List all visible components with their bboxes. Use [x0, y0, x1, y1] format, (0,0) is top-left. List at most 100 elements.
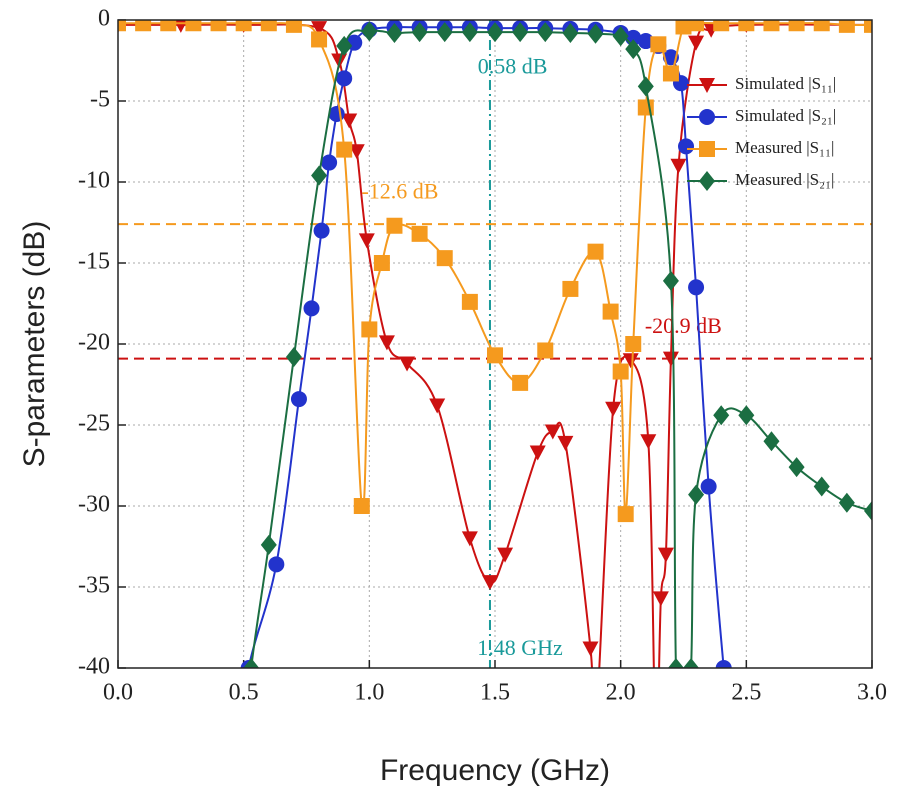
- marker: [557, 435, 574, 451]
- marker: [321, 154, 338, 171]
- marker: [341, 113, 358, 129]
- marker: [512, 22, 529, 43]
- marker: [461, 531, 478, 547]
- marker: [537, 342, 554, 359]
- marker: [361, 321, 378, 338]
- marker: [285, 346, 302, 367]
- marker: [512, 374, 529, 391]
- marker: [612, 363, 629, 380]
- marker: [688, 20, 705, 32]
- marker: [135, 20, 152, 32]
- marker: [688, 484, 705, 505]
- marker: [587, 23, 604, 44]
- y-tick-label: -35: [78, 573, 110, 599]
- reference-label: -12.6 dB: [361, 178, 438, 203]
- marker: [864, 20, 872, 33]
- marker: [210, 20, 227, 32]
- y-tick-label: -10: [78, 168, 110, 194]
- marker: [763, 20, 780, 32]
- marker: [399, 356, 416, 372]
- marker: [358, 233, 375, 249]
- plot-frame: [117, 19, 873, 669]
- x-tick-label: 0.5: [229, 680, 259, 706]
- marker: [662, 351, 679, 367]
- reference-label: -20.9 dB: [645, 313, 722, 338]
- marker: [662, 65, 679, 82]
- legend-marker: [699, 171, 715, 191]
- marker: [529, 445, 546, 461]
- marker: [667, 658, 684, 668]
- legend-marker: [699, 109, 715, 125]
- marker: [411, 225, 428, 242]
- y-tick-label: -30: [78, 492, 110, 518]
- marker: [562, 280, 579, 297]
- marker: [411, 22, 428, 43]
- plot-series: [118, 20, 872, 668]
- x-tick-label: 2.5: [731, 680, 761, 706]
- marker: [303, 300, 320, 317]
- marker: [617, 506, 634, 523]
- marker: [436, 22, 453, 43]
- x-axis-title: Frequency (GHz): [380, 754, 610, 787]
- y-tick-label: -25: [78, 411, 110, 437]
- y-tick-label: -40: [78, 654, 110, 680]
- legend-label: Measured |S₁₁|: [735, 138, 834, 157]
- marker: [386, 217, 403, 234]
- marker: [587, 243, 604, 260]
- marker: [813, 20, 830, 32]
- marker: [713, 20, 730, 32]
- annotation: 0.58 dB: [478, 54, 548, 79]
- marker: [353, 498, 370, 514]
- x-tick-label: 1.5: [480, 680, 510, 706]
- marker: [336, 141, 353, 158]
- marker: [700, 478, 717, 495]
- marker: [763, 431, 780, 452]
- marker: [378, 335, 395, 351]
- marker: [838, 20, 855, 33]
- marker: [373, 255, 390, 271]
- y-tick-label: -15: [78, 249, 110, 275]
- marker: [738, 405, 755, 426]
- marker: [678, 138, 695, 155]
- marker: [336, 35, 353, 56]
- marker: [582, 641, 599, 657]
- marker: [386, 22, 403, 43]
- marker: [336, 70, 353, 87]
- marker: [311, 165, 328, 186]
- marker: [813, 476, 830, 497]
- marker: [260, 534, 277, 555]
- y-tick-label: -20: [78, 330, 110, 356]
- marker: [625, 39, 642, 60]
- marker: [285, 20, 302, 33]
- x-tick-label: 3.0: [857, 680, 887, 706]
- legend-label: Simulated |S₂₁|: [735, 106, 836, 125]
- marker: [348, 144, 365, 160]
- marker: [487, 347, 503, 364]
- marker: [688, 279, 705, 296]
- marker: [662, 270, 679, 291]
- legend-label: Simulated |S₁₁|: [735, 74, 836, 93]
- marker: [612, 26, 629, 47]
- marker: [864, 500, 872, 521]
- x-tick-label: 1.0: [354, 680, 384, 706]
- marker: [657, 547, 674, 563]
- x-tick-label: 0.0: [103, 680, 133, 706]
- marker: [311, 31, 328, 48]
- marker: [243, 658, 260, 668]
- marker: [160, 20, 177, 32]
- legend-label: Measured |S₂₁|: [735, 170, 834, 189]
- marker: [268, 556, 285, 573]
- y-tick-label: -5: [90, 87, 110, 113]
- reference-label: 1.48 GHz: [477, 635, 563, 660]
- marker: [605, 401, 622, 417]
- marker: [461, 293, 478, 310]
- marker: [637, 33, 654, 50]
- marker: [497, 547, 514, 563]
- marker: [788, 20, 805, 32]
- marker: [625, 336, 642, 352]
- marker: [602, 303, 619, 320]
- y-axis-title: S-parameters (dB): [18, 221, 51, 468]
- x-tick-label: 2.0: [606, 680, 636, 706]
- marker: [260, 20, 277, 32]
